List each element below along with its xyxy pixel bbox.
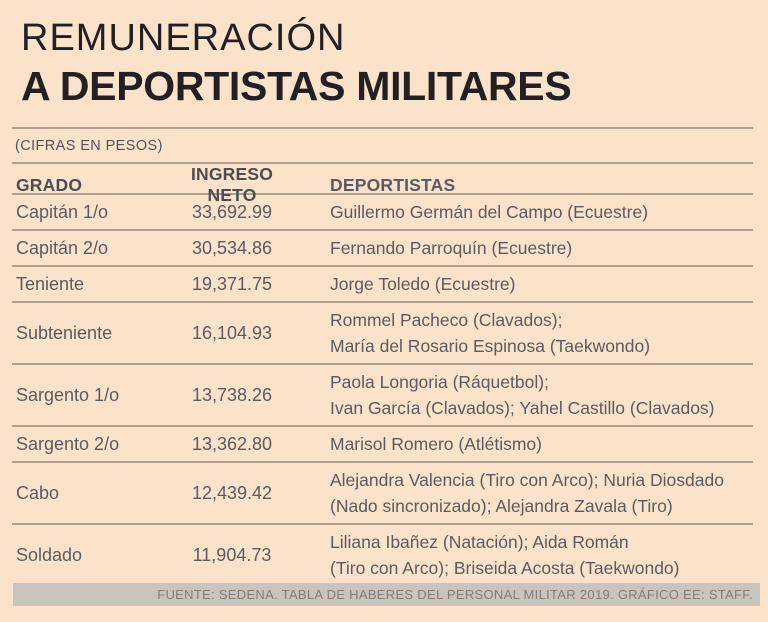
- deportistas-cell: Liliana Ibañez (Natación); Aida Román (T…: [330, 532, 680, 578]
- deportistas-cell: Jorge Toledo (Ecuestre): [330, 274, 516, 294]
- table-row: Subteniente 16,104.93 Rommel Pacheco (Cl…: [12, 303, 753, 365]
- table-row: Capitán 1/o 33,692.99 Guillermo Germán d…: [12, 195, 753, 231]
- ingreso-neto-cell: 19,371.75: [191, 273, 273, 294]
- deportistas-cell: Guillermo Germán del Campo (Ecuestre): [330, 202, 649, 222]
- grado-cell: Sargento 2/o: [16, 433, 120, 454]
- deportistas-cell: Rommel Pacheco (Clavados); María del Ros…: [330, 310, 651, 356]
- table-row: Sargento 2/o 13,362.80 Marisol Romero (A…: [12, 427, 753, 463]
- table-body: Capitán 1/o 33,692.99 Guillermo Germán d…: [12, 195, 753, 585]
- remuneration-table: GRADO INGRESO NETO DEPORTISTAS Capitán 1…: [12, 162, 753, 585]
- grado-cell: Subteniente: [16, 322, 113, 343]
- deportistas-cell: Fernando Parroquín (Ecuestre): [330, 238, 573, 258]
- column-header-grado: GRADO: [16, 174, 83, 195]
- grado-cell: Soldado: [16, 544, 83, 565]
- ingreso-neto-cell: 13,738.26: [191, 384, 273, 405]
- ingreso-neto-cell: 30,534.86: [191, 237, 273, 258]
- deportistas-cell: Alejandra Valencia (Tiro con Arco); Nuri…: [330, 470, 724, 516]
- units-subtitle: (CIFRAS EN PESOS): [15, 137, 163, 154]
- table-row: Sargento 1/o 13,738.26 Paola Longoria (R…: [12, 365, 753, 427]
- column-header-deportistas: DEPORTISTAS: [330, 175, 456, 195]
- table-row: Soldado 11,904.73 Liliana Ibañez (Nataci…: [12, 525, 753, 585]
- ingreso-neto-cell: 11,904.73: [192, 544, 272, 565]
- ingreso-neto-cell: 16,104.93: [191, 322, 273, 343]
- page-title-line2: A DEPORTISTAS MILITARES: [21, 63, 572, 109]
- grado-cell: Teniente: [16, 273, 85, 294]
- table-row: Capitán 2/o 30,534.86 Fernando Parroquín…: [12, 231, 753, 267]
- grado-cell: Capitán 2/o: [16, 237, 109, 258]
- table-row: Teniente 19,371.75 Jorge Toledo (Ecuestr…: [12, 267, 753, 303]
- table-row: Cabo 12,439.42 Alejandra Valencia (Tiro …: [12, 463, 753, 525]
- title-block: REMUNERACIÓN A DEPORTISTAS MILITARES: [0, 0, 768, 127]
- deportistas-cell: Paola Longoria (Ráquetbol); Ivan García …: [330, 372, 715, 418]
- source-footer-bar: FUENTE: SEDENA. TABLA DE HABERES DEL PER…: [13, 583, 760, 606]
- column-header-ingreso-neto: INGRESO NETO: [190, 164, 274, 205]
- ingreso-neto-cell: 12,439.42: [191, 482, 273, 503]
- page-title-line1: REMUNERACIÓN: [21, 17, 346, 59]
- source-footer-text: FUENTE: SEDENA. TABLA DE HABERES DEL PER…: [157, 587, 753, 602]
- grado-cell: Cabo: [16, 482, 60, 503]
- grado-cell: Sargento 1/o: [16, 384, 120, 405]
- deportistas-cell: Marisol Romero (Atlétismo): [330, 434, 542, 454]
- ingreso-neto-cell: 13,362.80: [191, 433, 273, 454]
- grado-cell: Capitán 1/o: [16, 201, 109, 222]
- ingreso-neto-cell: 33,692.99: [191, 201, 273, 222]
- subtitle-strip: (CIFRAS EN PESOS): [12, 127, 753, 162]
- table-header-row: GRADO INGRESO NETO DEPORTISTAS: [12, 162, 753, 205]
